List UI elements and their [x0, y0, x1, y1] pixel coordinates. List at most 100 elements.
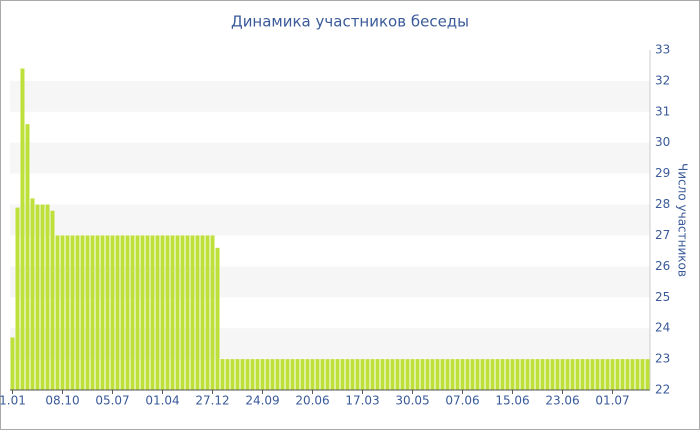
bar [535, 359, 540, 390]
bar [15, 207, 20, 390]
bar [340, 359, 345, 390]
bar [290, 359, 295, 390]
bar [450, 359, 455, 390]
bar [90, 235, 95, 390]
bar [335, 359, 340, 390]
bar [165, 235, 170, 390]
x-tick-label: 15.06 [495, 394, 529, 408]
bar [610, 359, 615, 390]
bar [160, 235, 165, 390]
bar [55, 235, 60, 390]
bar [385, 359, 390, 390]
x-tick-label: 30.05 [395, 394, 429, 408]
bar [230, 359, 235, 390]
bar [410, 359, 415, 390]
bar [485, 359, 490, 390]
bar [640, 359, 645, 390]
x-tick-label: 1.01 [0, 394, 26, 408]
y-tick-label: 27 [655, 228, 670, 242]
x-tick-label: 08.10 [45, 394, 79, 408]
bar [255, 359, 260, 390]
y-tick-label: 23 [655, 352, 670, 366]
bar [390, 359, 395, 390]
bar [315, 359, 320, 390]
bar [595, 359, 600, 390]
bar [600, 359, 605, 390]
bar [95, 235, 100, 390]
bar [355, 359, 360, 390]
bar [510, 359, 515, 390]
bar [305, 359, 310, 390]
bar [435, 359, 440, 390]
bar [170, 235, 175, 390]
bar [285, 359, 290, 390]
bar [85, 235, 90, 390]
bar [645, 359, 650, 390]
bar [620, 359, 625, 390]
bar [560, 359, 565, 390]
bar [20, 68, 25, 390]
bar [270, 359, 275, 390]
y-tick-label: 24 [655, 321, 670, 335]
bar [360, 359, 365, 390]
bar [380, 359, 385, 390]
bar [580, 359, 585, 390]
bar [135, 235, 140, 390]
y-tick-label: 25 [655, 290, 670, 304]
grid-band [10, 204, 650, 236]
chart-title: Динамика участников беседы [231, 13, 469, 31]
bar [605, 359, 610, 390]
bar [515, 359, 520, 390]
bar [430, 359, 435, 390]
bar [190, 235, 195, 390]
bar [275, 359, 280, 390]
bar [30, 198, 35, 390]
bar [465, 359, 470, 390]
y-tick-label: 30 [655, 135, 670, 149]
bar [630, 359, 635, 390]
x-tick-label: 17.03 [345, 394, 379, 408]
bar [240, 359, 245, 390]
bar [495, 359, 500, 390]
x-tick-label: 07.06 [445, 394, 479, 408]
bar [395, 359, 400, 390]
bar [470, 359, 475, 390]
bar [80, 235, 85, 390]
bar [540, 359, 545, 390]
y-tick-label: 33 [655, 43, 670, 57]
y-tick-label: 32 [655, 73, 670, 87]
bar [330, 359, 335, 390]
bar [220, 359, 225, 390]
bar [60, 235, 65, 390]
bar [25, 124, 30, 390]
bar [550, 359, 555, 390]
bar [455, 359, 460, 390]
bar [320, 359, 325, 390]
bar [115, 235, 120, 390]
bar [185, 235, 190, 390]
bar [310, 359, 315, 390]
bar [175, 235, 180, 390]
bar [565, 359, 570, 390]
bar [235, 359, 240, 390]
bar [195, 235, 200, 390]
bar [140, 235, 145, 390]
y-axis-label: Число участников [676, 163, 690, 277]
bar [280, 359, 285, 390]
bar [615, 359, 620, 390]
grid-band [10, 142, 650, 174]
bar [145, 235, 150, 390]
bar [325, 359, 330, 390]
y-tick-label: 26 [655, 259, 670, 273]
bar [265, 359, 270, 390]
bar [530, 359, 535, 390]
bar [545, 359, 550, 390]
bar [575, 359, 580, 390]
grid-band [10, 80, 650, 112]
bar [585, 359, 590, 390]
bar [625, 359, 630, 390]
bar [460, 359, 465, 390]
bar [205, 235, 210, 390]
x-tick-label: 24.09 [245, 394, 279, 408]
